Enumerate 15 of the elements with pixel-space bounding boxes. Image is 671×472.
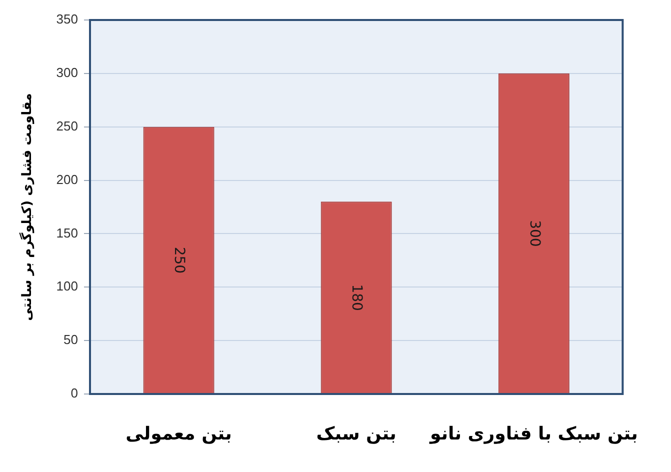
data-label: 250 [171, 246, 188, 274]
data-label: 180 [348, 284, 365, 311]
x-tick-label: بتن سبک با فناوری نانو [428, 423, 638, 444]
y-tick-label: 300 [56, 65, 78, 80]
y-tick-label: 200 [56, 172, 78, 187]
y-tick-label: 250 [56, 118, 78, 134]
y-tick-label: 150 [56, 225, 78, 240]
y-axis-title: مقاومت فشاری (کیلوگرم بر سانتی [19, 93, 36, 321]
x-tick-label: بتن سبک [316, 423, 396, 444]
y-tick-label: 0 [70, 386, 78, 401]
x-tick-label: بتن معمولی [126, 423, 232, 444]
y-tick-label: 100 [56, 278, 78, 294]
data-label: 300 [526, 220, 542, 247]
y-tick-label: 50 [64, 332, 78, 348]
y-tick-label: 350 [56, 12, 78, 27]
